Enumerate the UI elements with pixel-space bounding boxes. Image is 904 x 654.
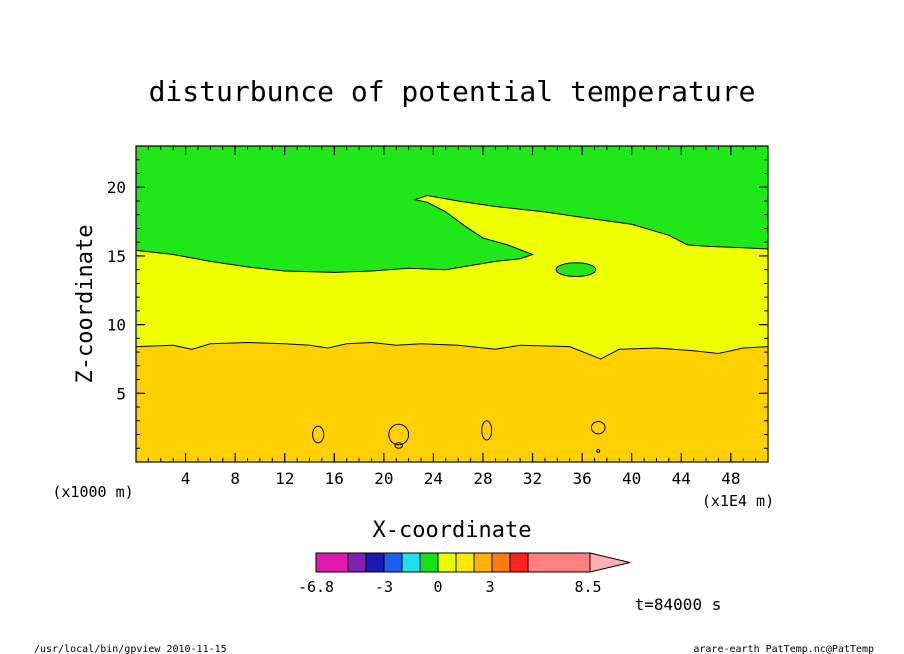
chart-title: disturbunce of potential temperature — [149, 75, 756, 108]
colorbar-tick-label: 0 — [433, 578, 442, 596]
colorbar-tick-label: -6.8 — [298, 578, 334, 596]
x-tick-label: 16 — [325, 469, 344, 488]
colorbar-swatch-6 — [437, 552, 457, 573]
colorbar-tick-label: 3 — [485, 578, 494, 596]
colorbar-swatch-4 — [401, 552, 421, 573]
plot-area — [135, 145, 769, 463]
colorbar-swatch-2 — [365, 552, 385, 573]
x-tick-label: 24 — [424, 469, 443, 488]
y-axis-label: Z-coordinate — [73, 225, 98, 384]
contour-cell-4 — [590, 420, 606, 435]
contour-cell-0 — [555, 262, 597, 278]
contour-cell-6 — [596, 449, 601, 453]
colorbar-swatch-10 — [509, 552, 529, 573]
contour-cell-5 — [394, 442, 403, 449]
x-axis: 4 8 12 16 20 24 28 32 36 40 44 48 — [181, 146, 740, 488]
footer-left: /usr/local/bin/gpview 2010-11-15 — [34, 644, 227, 654]
x-tick-label: 28 — [473, 469, 492, 488]
x-tick-label: 4 — [181, 469, 191, 488]
x-tick-label: 44 — [672, 469, 691, 488]
colorbar-swatch-0 — [315, 552, 349, 573]
colorbar-tick-label: -3 — [375, 578, 393, 596]
x-tick-label: 12 — [275, 469, 294, 488]
colorbar-swatch-7 — [455, 552, 475, 573]
time-label: t=84000 s — [635, 595, 722, 614]
y-tick-label: 5 — [116, 384, 126, 403]
y-axis: 5 10 15 20 — [107, 178, 768, 403]
colorbar-swatch-1 — [347, 552, 367, 573]
colorbar-tick-label: 8.5 — [574, 578, 601, 596]
x-tick-label: 48 — [721, 469, 740, 488]
y-tick-label: 15 — [107, 247, 126, 266]
contour-line-middle — [135, 194, 769, 273]
colorbar-swatch-8 — [473, 552, 493, 573]
contour-cell-2 — [388, 423, 410, 446]
x-axis-label: X-coordinate — [373, 518, 532, 543]
x-tick-label: 8 — [230, 469, 240, 488]
y-tick-label: 10 — [107, 316, 126, 335]
colorbar-swatch-5 — [419, 552, 439, 573]
x-tick-label: 36 — [572, 469, 591, 488]
region-lower — [136, 342, 768, 462]
x-unit-left: (x1000 m) — [52, 483, 133, 501]
colorbar-arrow — [589, 552, 631, 573]
colorbar-swatch-9 — [491, 552, 511, 573]
colorbar-swatch-3 — [383, 552, 403, 573]
contour-cell-3 — [481, 420, 493, 441]
x-unit-right: (x1E4 m) — [702, 492, 774, 510]
x-tick-label: 40 — [622, 469, 641, 488]
y-tick-label: 20 — [107, 178, 126, 197]
contour-line-lower — [135, 341, 769, 360]
x-tick-label: 32 — [523, 469, 542, 488]
contour-cell-1 — [312, 425, 325, 444]
colorbar-swatch-11 — [527, 552, 591, 573]
x-tick-label: 20 — [374, 469, 393, 488]
colorbar: -6.8 -3 0 3 8.5 — [298, 552, 631, 596]
plot-frame — [135, 145, 769, 463]
footer-right: arare-earth_PatTemp.nc@PatTemp — [693, 644, 874, 654]
